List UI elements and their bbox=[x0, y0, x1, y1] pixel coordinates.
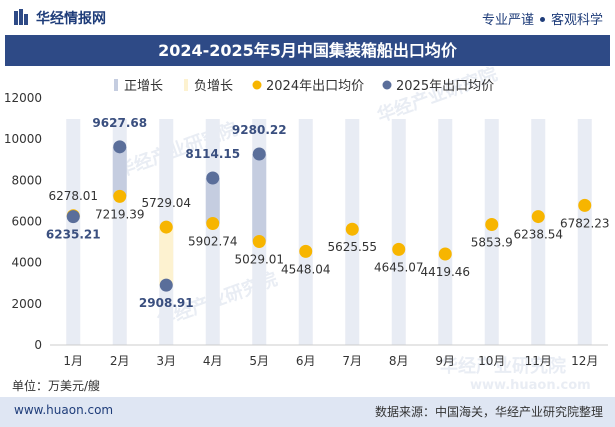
point-2024 bbox=[252, 234, 266, 248]
point-2024 bbox=[531, 210, 545, 224]
legend-label: 2024年出口均价 bbox=[266, 79, 364, 94]
title-bar: 2024-2025年5月中国集装箱船出口均价 bbox=[5, 35, 610, 66]
y-tick-label: 2000 bbox=[11, 297, 42, 311]
chart-title: 2024-2025年5月中国集装箱船出口均价 bbox=[158, 41, 457, 60]
x-tick-label: 10月 bbox=[478, 354, 505, 368]
data-label-2025: 9627.68 bbox=[92, 116, 147, 130]
x-axis: 1月 2月 3月 4月 5月 6月 7月 8月 9月 10月 11月 12月 bbox=[63, 354, 598, 368]
y-tick-label: 12000 bbox=[4, 91, 42, 105]
legend-swatch bbox=[184, 79, 188, 91]
footer-website: www.huaon.com bbox=[14, 403, 114, 417]
x-tick-label: 1月 bbox=[63, 354, 83, 368]
legend-swatch bbox=[114, 79, 118, 91]
y-tick-label: 10000 bbox=[4, 132, 42, 146]
dot-icon bbox=[539, 17, 545, 22]
data-label-2024: 4645.07 bbox=[374, 260, 424, 274]
data-label-2024: 6238.54 bbox=[513, 228, 563, 242]
footer: www.huaon.com 数据来源：中国海关，华经产业研究院整理 bbox=[0, 397, 615, 427]
point-2024 bbox=[392, 242, 406, 256]
month-column bbox=[577, 119, 592, 345]
y-axis: 0 2000 4000 6000 8000 10000 12000 bbox=[4, 91, 608, 352]
legend-marker bbox=[252, 80, 262, 90]
x-tick-label: 2月 bbox=[110, 354, 130, 368]
x-tick-label: 4月 bbox=[203, 354, 223, 368]
positive-change-bar bbox=[252, 153, 267, 242]
legend-item: 2025年出口均价 bbox=[382, 79, 494, 94]
x-tick-label: 9月 bbox=[435, 354, 455, 368]
x-tick-label: 12月 bbox=[571, 354, 598, 368]
month-column bbox=[298, 119, 313, 345]
x-tick-label: 8月 bbox=[389, 354, 409, 368]
data-points bbox=[66, 140, 592, 292]
tagline-left: 专业严谨 bbox=[481, 13, 534, 28]
point-2025 bbox=[206, 171, 220, 185]
top-bar: 华经情报网 专业严谨 客观科学 bbox=[0, 0, 615, 34]
legend-item: 2024年出口均价 bbox=[252, 79, 364, 94]
data-label-2024: 4548.04 bbox=[281, 262, 331, 276]
positive-change-bar bbox=[112, 146, 127, 197]
legend-item: 负增长 bbox=[184, 79, 233, 94]
point-2025 bbox=[113, 140, 127, 154]
data-label-2025: 2908.91 bbox=[139, 296, 194, 310]
data-label-2025: 6235.21 bbox=[46, 228, 101, 242]
point-2024 bbox=[345, 222, 359, 236]
data-label-2024: 4419.46 bbox=[420, 265, 470, 279]
data-label-2024: 5029.01 bbox=[234, 252, 284, 266]
month-column bbox=[66, 119, 81, 345]
point-2025 bbox=[66, 210, 80, 224]
data-label-2024: 6782.23 bbox=[560, 216, 610, 230]
month-column bbox=[438, 119, 453, 345]
point-2024 bbox=[578, 198, 592, 212]
point-2025 bbox=[252, 147, 266, 161]
data-label-2024: 5625.55 bbox=[327, 240, 377, 254]
watermark-text: 华经产业研究院 bbox=[440, 355, 566, 377]
point-2024 bbox=[159, 220, 173, 234]
unit-label: 单位：万美元/艘 bbox=[12, 379, 101, 393]
y-tick-label: 0 bbox=[34, 338, 42, 352]
legend-marker bbox=[382, 80, 392, 90]
tagline: 专业严谨 客观科学 bbox=[482, 9, 603, 28]
month-column bbox=[391, 119, 406, 345]
change-bars bbox=[66, 146, 267, 286]
watermark-url: www.huaon.com bbox=[470, 378, 591, 393]
y-tick-label: 6000 bbox=[11, 215, 42, 229]
negative-change-bar bbox=[159, 227, 174, 286]
logo-icon bbox=[14, 9, 28, 25]
data-label-2025: 9280.22 bbox=[232, 123, 287, 137]
y-tick-label: 4000 bbox=[11, 256, 42, 270]
x-tick-label: 5月 bbox=[249, 354, 269, 368]
logo-text: 华经情报网 bbox=[36, 11, 106, 27]
data-label-2024: 6278.01 bbox=[48, 189, 98, 203]
month-column bbox=[531, 119, 546, 345]
footer-source: 数据来源：中国海关，华经产业研究院整理 bbox=[374, 405, 603, 419]
x-tick-label: 3月 bbox=[156, 354, 176, 368]
legend: 正增长 负增长 2024年出口均价 2025年出口均价 bbox=[114, 79, 494, 94]
legend-label: 2025年出口均价 bbox=[396, 79, 494, 94]
x-tick-label: 7月 bbox=[342, 354, 362, 368]
chart: 华经产业研究院华经产业研究院华经产业研究院华经产业研究院www.huaon.co… bbox=[4, 67, 610, 393]
data-label-2024: 7219.39 bbox=[95, 207, 145, 221]
x-tick-label: 11月 bbox=[525, 354, 552, 368]
data-label-2025: 8114.15 bbox=[185, 147, 240, 161]
point-2024 bbox=[438, 247, 452, 261]
point-2024 bbox=[113, 189, 127, 203]
point-2024 bbox=[206, 217, 220, 231]
month-columns bbox=[66, 119, 592, 345]
legend-label: 负增长 bbox=[194, 79, 233, 94]
legend-label: 正增长 bbox=[124, 79, 163, 94]
tagline-right: 客观科学 bbox=[550, 13, 603, 28]
data-label-2024: 5902.74 bbox=[188, 235, 238, 249]
point-2024 bbox=[485, 218, 499, 232]
point-2024 bbox=[299, 244, 313, 258]
x-tick-label: 6月 bbox=[296, 354, 316, 368]
data-label-2024: 5729.04 bbox=[141, 196, 191, 210]
month-column bbox=[484, 119, 499, 345]
watermark-text: 华经产业研究院 bbox=[374, 67, 500, 127]
point-2025 bbox=[159, 278, 173, 292]
data-label-2024: 5853.9 bbox=[471, 236, 513, 250]
legend-item: 正增长 bbox=[114, 79, 163, 94]
y-tick-label: 8000 bbox=[11, 173, 42, 187]
positive-change-bar bbox=[205, 177, 220, 224]
